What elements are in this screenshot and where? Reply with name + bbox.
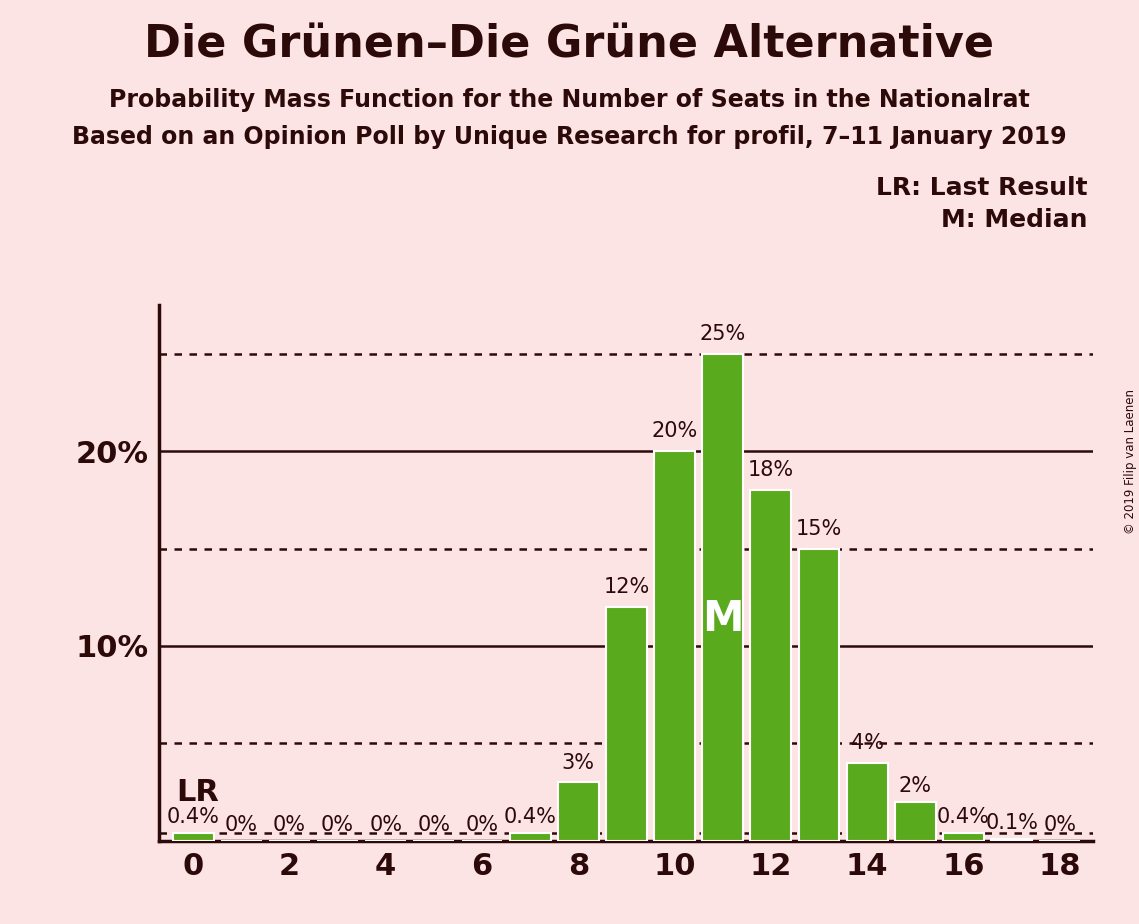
Bar xyxy=(654,451,695,841)
Bar xyxy=(943,833,984,841)
Text: © 2019 Filip van Laenen: © 2019 Filip van Laenen xyxy=(1124,390,1137,534)
Text: M: M xyxy=(702,599,744,640)
Text: 0%: 0% xyxy=(1043,815,1076,835)
Text: 12%: 12% xyxy=(604,578,649,597)
Text: M: Median: M: Median xyxy=(941,208,1088,232)
Text: LR: Last Result: LR: Last Result xyxy=(876,176,1088,200)
Text: 18%: 18% xyxy=(748,460,794,480)
Text: Probability Mass Function for the Number of Seats in the Nationalrat: Probability Mass Function for the Number… xyxy=(109,88,1030,112)
Text: 0.4%: 0.4% xyxy=(503,808,557,827)
Text: Based on an Opinion Poll by Unique Research for profil, 7–11 January 2019: Based on an Opinion Poll by Unique Resea… xyxy=(72,125,1067,149)
Text: 15%: 15% xyxy=(796,518,842,539)
Text: 20%: 20% xyxy=(652,421,698,442)
Bar xyxy=(558,783,599,841)
Text: 0%: 0% xyxy=(369,815,402,835)
Bar xyxy=(510,833,550,841)
Bar xyxy=(703,354,743,841)
Text: 0.4%: 0.4% xyxy=(166,808,220,827)
Bar xyxy=(173,833,214,841)
Text: 0%: 0% xyxy=(466,815,499,835)
Bar xyxy=(606,607,647,841)
Bar xyxy=(991,839,1032,841)
Text: 4%: 4% xyxy=(851,733,884,753)
Text: 0.1%: 0.1% xyxy=(985,813,1038,833)
Text: 0%: 0% xyxy=(273,815,306,835)
Bar xyxy=(798,549,839,841)
Text: 0.4%: 0.4% xyxy=(937,808,990,827)
Text: Die Grünen–Die Grüne Alternative: Die Grünen–Die Grüne Alternative xyxy=(145,23,994,67)
Text: 0%: 0% xyxy=(417,815,450,835)
Text: 25%: 25% xyxy=(699,324,746,344)
Text: 2%: 2% xyxy=(899,776,932,796)
Bar xyxy=(751,490,792,841)
Text: 0%: 0% xyxy=(321,815,354,835)
Bar xyxy=(846,763,887,841)
Bar xyxy=(895,802,936,841)
Text: 3%: 3% xyxy=(562,753,595,772)
Text: LR: LR xyxy=(177,778,219,807)
Text: 0%: 0% xyxy=(224,815,257,835)
